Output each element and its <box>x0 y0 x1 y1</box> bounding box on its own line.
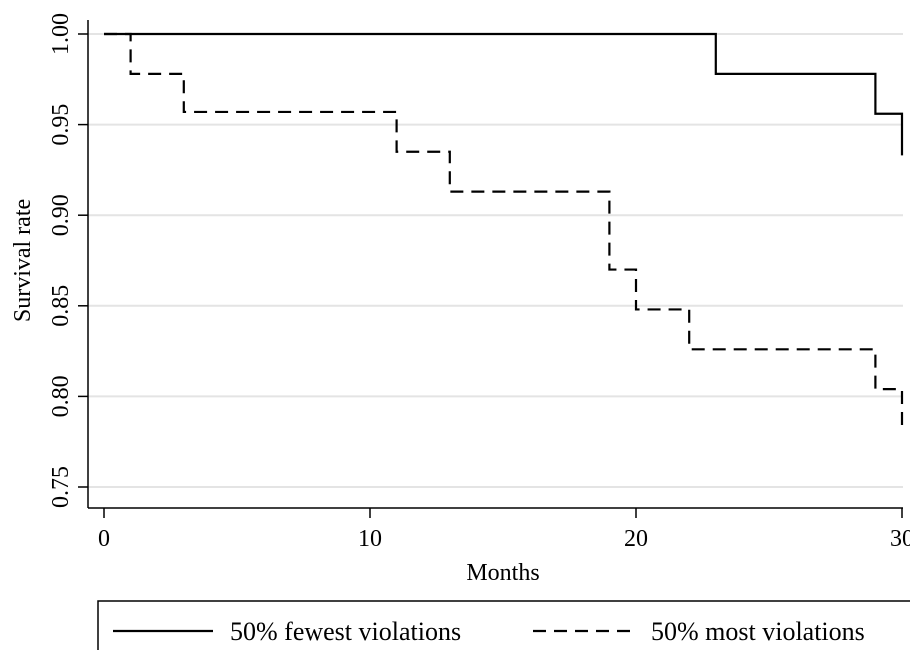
series-line-fewest-violations <box>104 32 904 156</box>
y-tick-label-0.85: 0.85 <box>48 285 74 327</box>
axes <box>87 20 903 509</box>
x-tick-label-20: 20 <box>624 526 648 552</box>
y-tick-label-0.95: 0.95 <box>48 104 74 146</box>
legend-label-most: 50% most violations <box>651 617 865 646</box>
legend-box <box>97 600 910 650</box>
legend: 50% fewest violations 50% most violation… <box>97 600 910 650</box>
x-axis-title: Months <box>466 560 539 586</box>
legend-label-fewest: 50% fewest violations <box>230 617 461 646</box>
y-tick-label-0.80: 0.80 <box>48 375 74 417</box>
y-axis-title: Survival rate <box>10 199 36 322</box>
y-tick-label-0.90: 0.90 <box>48 194 74 236</box>
y-tick-label-1.00: 1.00 <box>48 13 74 55</box>
x-tick-label-30: 30 <box>890 526 910 552</box>
x-tick-label-10: 10 <box>358 526 382 552</box>
series-line-most-violations <box>104 32 904 428</box>
y-ticks: 0.75 0.80 0.85 0.90 0.95 1.00 <box>48 13 88 508</box>
x-tick-label-0: 0 <box>98 526 110 552</box>
y-tick-label-0.75: 0.75 <box>48 466 74 508</box>
x-ticks: 0 10 20 30 <box>98 508 910 552</box>
gridlines <box>88 33 903 488</box>
series-layer <box>104 32 904 428</box>
